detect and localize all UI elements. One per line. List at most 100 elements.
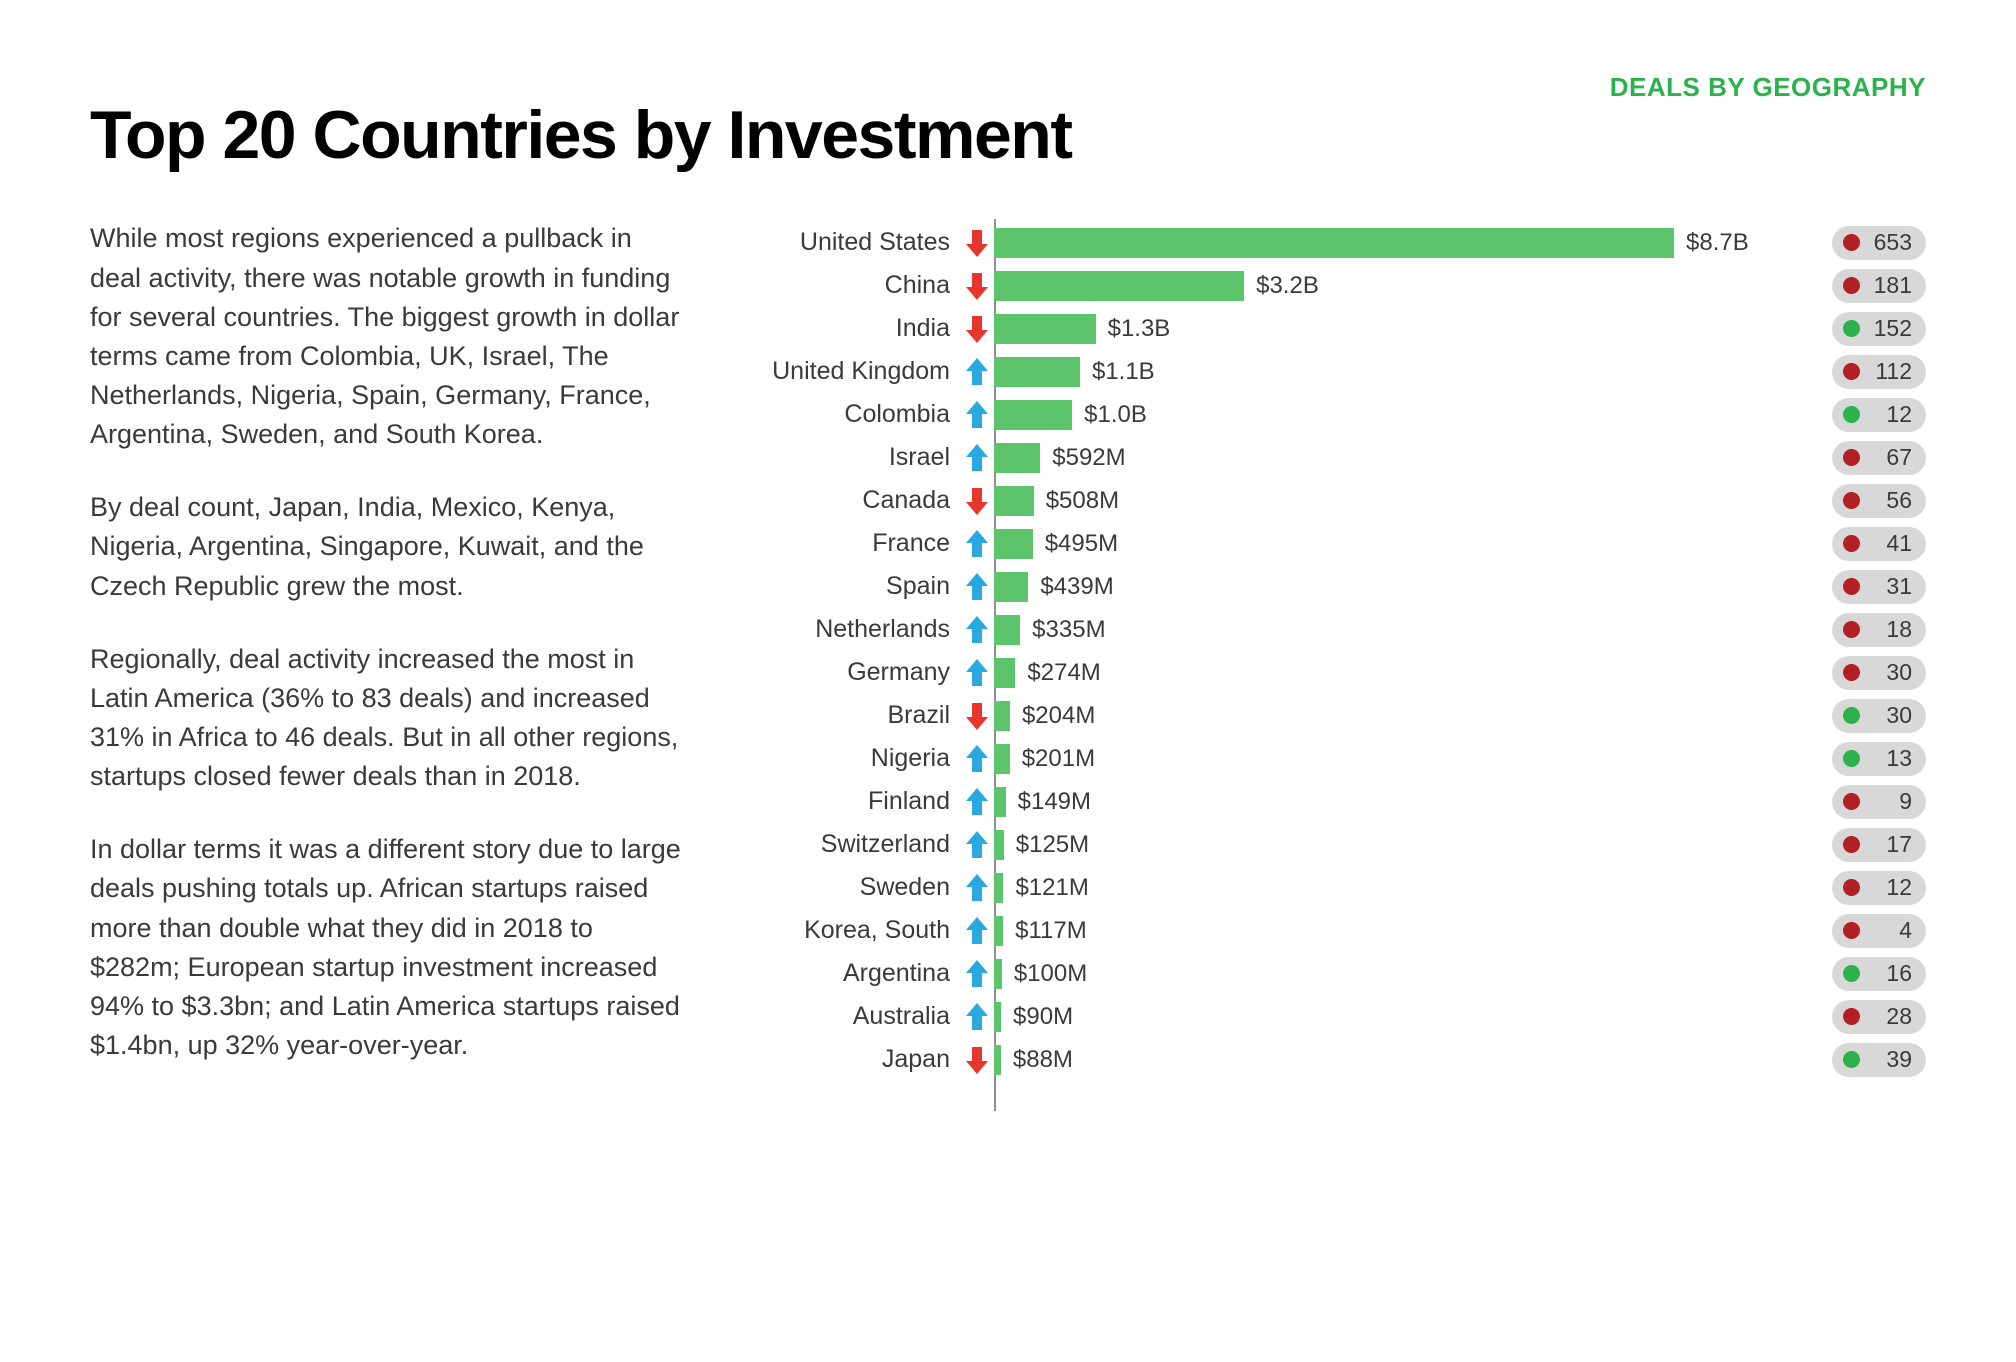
deal-count: 39 xyxy=(1860,1046,1912,1073)
content-wrap: While most regions experienced a pullbac… xyxy=(90,219,1926,1099)
chart-row: China$3.2B181 xyxy=(760,264,1926,307)
country-label: Australia xyxy=(760,1002,960,1031)
bar-value-label: $1.3B xyxy=(1108,315,1171,343)
chart-row: Korea, South$117M4 xyxy=(760,909,1926,952)
bar-value-label: $8.7B xyxy=(1686,229,1749,257)
chart-row: Japan$88M39 xyxy=(760,1038,1926,1081)
deal-count: 31 xyxy=(1860,573,1912,600)
bar-value-label: $121M xyxy=(1015,874,1088,902)
country-label: France xyxy=(760,529,960,558)
arrow-up-icon xyxy=(960,401,994,429)
bar-value-label: $125M xyxy=(1016,831,1089,859)
bar xyxy=(994,357,1080,387)
arrow-up-icon xyxy=(960,616,994,644)
deal-count-pill: 30 xyxy=(1832,699,1926,733)
arrow-down-icon xyxy=(960,1046,994,1074)
status-dot-down-icon xyxy=(1843,277,1860,294)
bar xyxy=(994,314,1096,344)
status-dot-down-icon xyxy=(1843,492,1860,509)
deal-count: 30 xyxy=(1860,702,1912,729)
arrow-up-icon xyxy=(960,917,994,945)
arrow-down-icon xyxy=(960,315,994,343)
bar xyxy=(994,959,1002,989)
bar xyxy=(994,1002,1001,1032)
status-dot-down-icon xyxy=(1843,449,1860,466)
bar xyxy=(994,486,1034,516)
bar-area: $149M xyxy=(994,780,1818,823)
deal-count-pill: 16 xyxy=(1832,957,1926,991)
bar-area: $121M xyxy=(994,866,1818,909)
arrow-up-icon xyxy=(960,831,994,859)
deal-count-pill: 18 xyxy=(1832,613,1926,647)
arrow-up-icon xyxy=(960,960,994,988)
chart-row: United States$8.7B653 xyxy=(760,221,1926,264)
status-dot-down-icon xyxy=(1843,836,1860,853)
chart-row: Sweden$121M12 xyxy=(760,866,1926,909)
bar-area: $125M xyxy=(994,823,1818,866)
status-dot-down-icon xyxy=(1843,1008,1860,1025)
deal-count-pill: 30 xyxy=(1832,656,1926,690)
page-title: Top 20 Countries by Investment xyxy=(90,100,1926,171)
deal-count: 9 xyxy=(1860,788,1912,815)
country-label: Nigeria xyxy=(760,744,960,773)
arrow-up-icon xyxy=(960,874,994,902)
deal-count-pill: 56 xyxy=(1832,484,1926,518)
deal-count-pill: 4 xyxy=(1832,914,1926,948)
arrow-down-icon xyxy=(960,229,994,257)
status-dot-up-icon xyxy=(1843,750,1860,767)
status-dot-down-icon xyxy=(1843,793,1860,810)
bar-value-label: $3.2B xyxy=(1256,272,1319,300)
description-column: While most regions experienced a pullbac… xyxy=(90,219,690,1099)
deal-count: 12 xyxy=(1860,401,1912,428)
deal-count-pill: 13 xyxy=(1832,742,1926,776)
arrow-down-icon xyxy=(960,702,994,730)
bar-value-label: $1.1B xyxy=(1092,358,1155,386)
chart-row: Canada$508M56 xyxy=(760,479,1926,522)
deal-count-pill: 9 xyxy=(1832,785,1926,819)
arrow-up-icon xyxy=(960,659,994,687)
chart-row: India$1.3B152 xyxy=(760,307,1926,350)
bar-value-label: $100M xyxy=(1014,960,1087,988)
bar-value-label: $201M xyxy=(1022,745,1095,773)
bar-value-label: $592M xyxy=(1052,444,1125,472)
bar-area: $3.2B xyxy=(994,264,1818,307)
bar xyxy=(994,400,1072,430)
bar xyxy=(994,271,1244,301)
deal-count-pill: 31 xyxy=(1832,570,1926,604)
bar-area: $439M xyxy=(994,565,1818,608)
status-dot-up-icon xyxy=(1843,1051,1860,1068)
deal-count: 16 xyxy=(1860,960,1912,987)
deal-count: 4 xyxy=(1860,917,1912,944)
deal-count: 181 xyxy=(1860,272,1912,299)
chart-row: Nigeria $201M 13 xyxy=(760,737,1926,780)
bar xyxy=(994,658,1015,688)
bar-area: $1.1B xyxy=(994,350,1818,393)
chart-row: Finland$149M9 xyxy=(760,780,1926,823)
bar-area: $592M xyxy=(994,436,1818,479)
status-dot-up-icon xyxy=(1843,406,1860,423)
status-dot-up-icon xyxy=(1843,320,1860,337)
bar-area: $88M xyxy=(994,1038,1818,1081)
arrow-up-icon xyxy=(960,444,994,472)
bar-area: $204M xyxy=(994,694,1818,737)
bar-value-label: $90M xyxy=(1013,1003,1073,1031)
bar-area: $8.7B xyxy=(994,221,1818,264)
deal-count: 17 xyxy=(1860,831,1912,858)
deal-count: 67 xyxy=(1860,444,1912,471)
deal-count: 12 xyxy=(1860,874,1912,901)
country-label: Spain xyxy=(760,572,960,601)
country-label: United States xyxy=(760,228,960,257)
chart-row: Colombia$1.0B12 xyxy=(760,393,1926,436)
chart-row: Netherlands$335M18 xyxy=(760,608,1926,651)
arrow-up-icon xyxy=(960,358,994,386)
status-dot-down-icon xyxy=(1843,664,1860,681)
bar xyxy=(994,443,1040,473)
bar-value-label: $508M xyxy=(1046,487,1119,515)
bar-area: $274M xyxy=(994,651,1818,694)
bar-chart: United States$8.7B653China$3.2B181India$… xyxy=(760,219,1926,1099)
status-dot-down-icon xyxy=(1843,578,1860,595)
bar-value-label: $335M xyxy=(1032,616,1105,644)
arrow-up-icon xyxy=(960,788,994,816)
deal-count: 30 xyxy=(1860,659,1912,686)
status-dot-down-icon xyxy=(1843,922,1860,939)
